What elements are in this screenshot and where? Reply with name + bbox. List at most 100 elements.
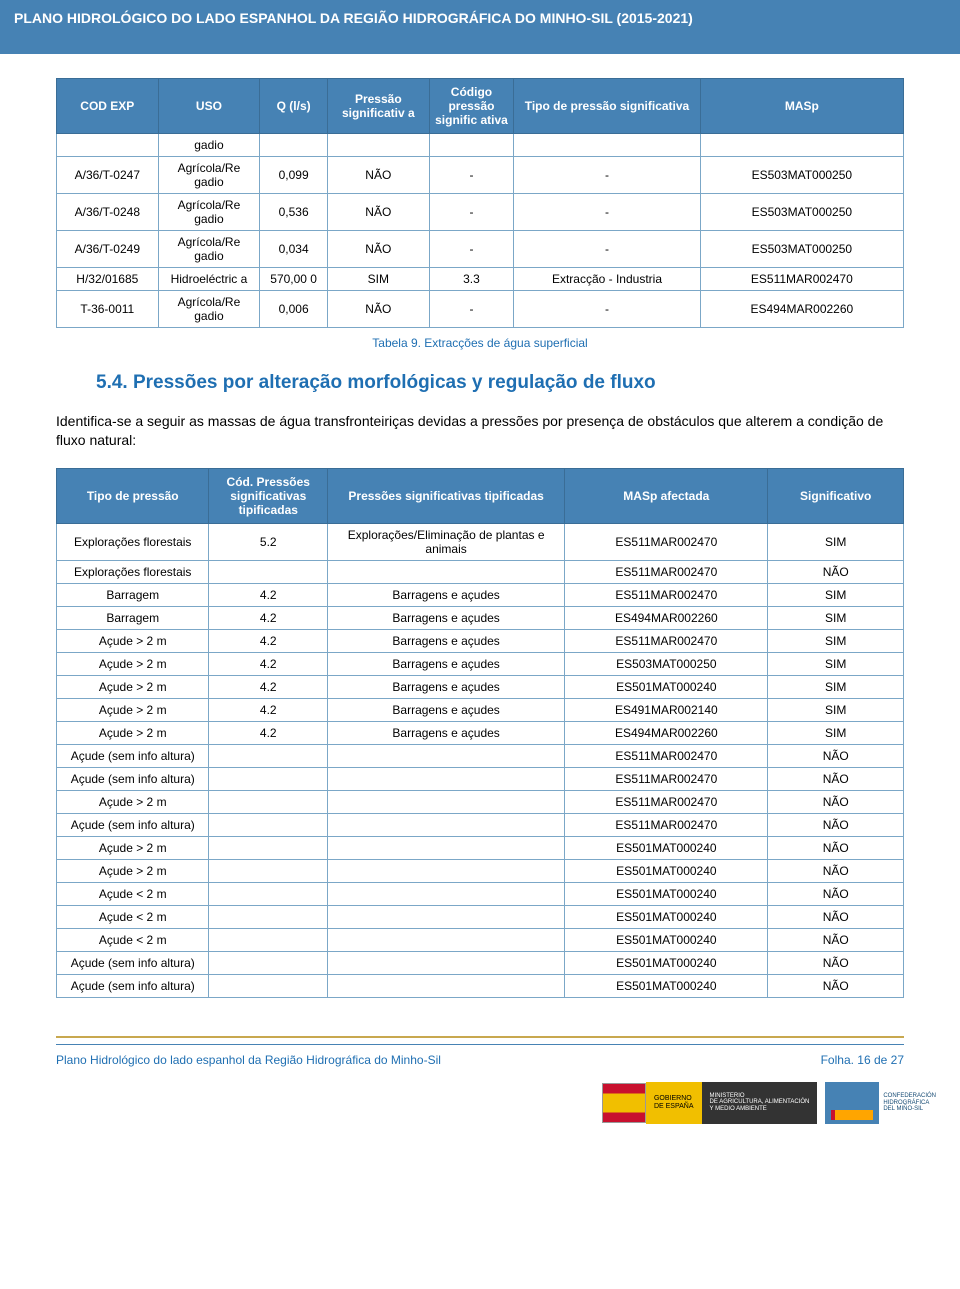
cell [209,905,328,928]
cell: ES511MAR002470 [565,767,768,790]
cell: NÃO [328,231,430,268]
cell: ES503MAT000250 [700,157,903,194]
cell: 4.2 [209,583,328,606]
table-row: Barragem4.2Barragens e açudesES511MAR002… [57,583,904,606]
cell: Açude > 2 m [57,836,209,859]
cell: - [514,194,700,231]
cell: Barragem [57,583,209,606]
footer-right: Folha. 16 de 27 [821,1053,904,1067]
cell: Agrícola/Re gadio [158,157,260,194]
cell: SIM [768,523,904,560]
cell: Açude < 2 m [57,882,209,905]
cell [209,560,328,583]
cell [260,134,328,157]
cell: SIM [768,652,904,675]
cell [209,836,328,859]
cell [328,813,565,836]
cell: - [514,291,700,328]
cell: Açude > 2 m [57,790,209,813]
cell: Açude (sem info altura) [57,951,209,974]
col-header: Q (l/s) [260,79,328,134]
cell: 4.2 [209,721,328,744]
table-row: T-36-0011Agrícola/Re gadio0,006NÃO--ES49… [57,291,904,328]
table-row: A/36/T-0247Agrícola/Re gadio0,099NÃO--ES… [57,157,904,194]
cell: ES511MAR002470 [565,790,768,813]
cell: - [429,194,514,231]
cell: Açude > 2 m [57,675,209,698]
table-row: Açude > 2 m4.2Barragens e açudesES491MAR… [57,698,904,721]
table-row: Açude > 2 m4.2Barragens e açudesES511MAR… [57,629,904,652]
cell: 4.2 [209,629,328,652]
table-row: Açude < 2 mES501MAT000240NÃO [57,882,904,905]
cell: Barragens e açudes [328,583,565,606]
cell: Açude > 2 m [57,859,209,882]
cell: - [429,291,514,328]
table-row: Açude > 2 mES501MAT000240NÃO [57,859,904,882]
table-row: Açude > 2 mES501MAT000240NÃO [57,836,904,859]
cell: 0,099 [260,157,328,194]
cell: A/36/T-0249 [57,231,159,268]
cell [209,882,328,905]
cell [328,928,565,951]
cell: ES494MAR002260 [565,721,768,744]
cell: ES501MAT000240 [565,928,768,951]
cell: Açude > 2 m [57,721,209,744]
table-row: A/36/T-0249Agrícola/Re gadio0,034NÃO--ES… [57,231,904,268]
cell: Agrícola/Re gadio [158,194,260,231]
cell [209,859,328,882]
cell: SIM [328,268,430,291]
table-row: gadio [57,134,904,157]
cell: NÃO [328,157,430,194]
cell: H/32/01685 [57,268,159,291]
cell: 0,006 [260,291,328,328]
col-header: Cód. Pressões significativas tipificadas [209,468,328,523]
cell: Açude (sem info altura) [57,767,209,790]
cell: Açude (sem info altura) [57,974,209,997]
cell: NÃO [768,767,904,790]
col-header: Tipo de pressão [57,468,209,523]
cell: 3.3 [429,268,514,291]
cell [700,134,903,157]
footer-logos: GOBIERNO DE ESPAÑA MINISTERIO DE AGRICUL… [0,1081,960,1137]
col-header: Pressão significativ a [328,79,430,134]
table-row: Explorações florestais5.2Explorações/Eli… [57,523,904,560]
cell: ES501MAT000240 [565,951,768,974]
cell: SIM [768,606,904,629]
cell: Açude > 2 m [57,698,209,721]
cell: Açude < 2 m [57,905,209,928]
cell: NÃO [768,951,904,974]
cell: Extracção - Industria [514,268,700,291]
section-lead: Identifica-se a seguir as massas de água… [56,412,904,450]
cell: 4.2 [209,698,328,721]
col-header: MASp [700,79,903,134]
cell: 4.2 [209,606,328,629]
cell: Agrícola/Re gadio [158,291,260,328]
cell: NÃO [768,813,904,836]
cell: Barragens e açudes [328,698,565,721]
cell [429,134,514,157]
confederacion-logo-icon [825,1082,879,1124]
cell: 0,034 [260,231,328,268]
cell: ES491MAR002140 [565,698,768,721]
cell: Agrícola/Re gadio [158,231,260,268]
ministerio-label: MINISTERIO DE AGRICULTURA, ALIMENTACIÓN … [702,1082,818,1124]
cell: Explorações florestais [57,523,209,560]
cell: 4.2 [209,675,328,698]
footer-divider-blue [56,1044,904,1045]
col-header: Significativo [768,468,904,523]
cell [328,882,565,905]
cell: ES503MAT000250 [700,231,903,268]
col-header: Código pressão signific ativa [429,79,514,134]
cell [328,744,565,767]
cell: ES511MAR002470 [565,629,768,652]
cell [328,974,565,997]
cell [209,813,328,836]
cell: Barragens e açudes [328,721,565,744]
cell: ES511MAR002470 [565,583,768,606]
cell [328,905,565,928]
cell: - [429,231,514,268]
cell: A/36/T-0248 [57,194,159,231]
cell: gadio [158,134,260,157]
cell: Barragens e açudes [328,606,565,629]
cell [209,767,328,790]
